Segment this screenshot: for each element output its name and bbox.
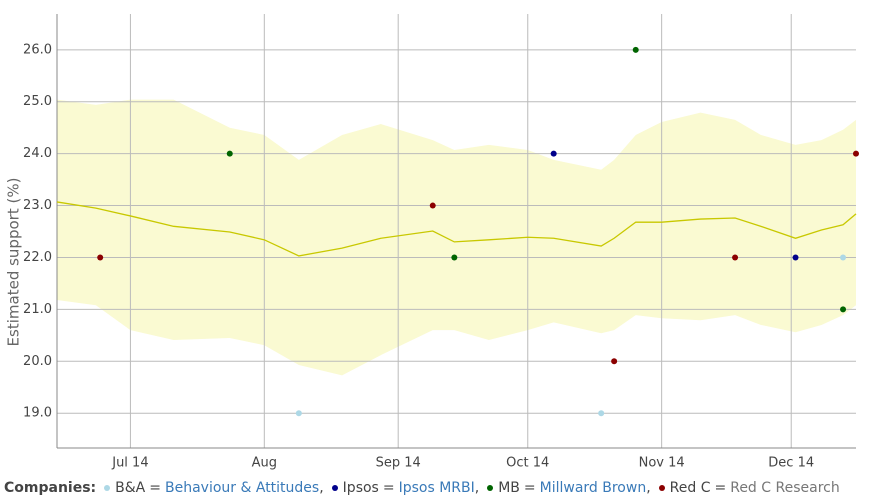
- poll-point: [598, 410, 605, 417]
- poll-point: [295, 410, 302, 417]
- legend-title: Companies:: [4, 480, 97, 496]
- y-tick-label: 22.0: [23, 250, 52, 265]
- legend-swatch: [487, 485, 494, 491]
- legend-abbrev: Ipsos: [342, 480, 379, 496]
- legend: Companies: B&A = Behaviour & Attitudes, Ipso…: [4, 480, 840, 496]
- confidence-band: [57, 99, 856, 376]
- y-tick-label: 26.0: [23, 42, 52, 57]
- legend-separator: =: [523, 480, 536, 496]
- x-tick-label: Nov 14: [639, 456, 685, 471]
- y-axis-label: Estimated support (%): [5, 178, 23, 347]
- legend-delimiter: ,: [474, 480, 480, 496]
- trend-line: [56, 201, 857, 257]
- legend-separator: =: [149, 480, 161, 496]
- x-tick-label: Oct 14: [506, 456, 549, 471]
- poll-point: [840, 306, 847, 313]
- legend-delimiter: ,: [319, 480, 324, 496]
- poll-point: [550, 150, 557, 157]
- poll-point: [732, 254, 739, 261]
- legend-swatch: [658, 485, 665, 491]
- band-layer: [57, 99, 856, 376]
- x-tick-label: Jul 14: [111, 456, 148, 471]
- legend-swatch: [104, 485, 111, 491]
- legend-abbrev: MB: [498, 480, 520, 496]
- legend-link[interactable]: Red C Research: [730, 480, 840, 496]
- y-tick-label: 24.0: [23, 146, 52, 161]
- poll-point: [97, 254, 104, 261]
- legend-separator: =: [714, 480, 727, 496]
- grid-layer: [57, 14, 856, 448]
- poll-point: [611, 358, 618, 365]
- x-tick-label: Dec 14: [768, 456, 814, 471]
- legend-link[interactable]: Ipsos MRBI: [398, 480, 475, 496]
- poll-point: [226, 150, 233, 157]
- x-tick-label: Sep 14: [376, 456, 421, 471]
- poll-point: [840, 254, 847, 261]
- y-tick-label: 19.0: [23, 406, 52, 421]
- y-tick-label: 21.0: [23, 302, 52, 317]
- poll-point: [429, 202, 436, 209]
- poll-point: [853, 150, 859, 157]
- poll-point: [632, 46, 639, 53]
- poll-point: [451, 254, 458, 261]
- y-tick-label: 23.0: [23, 198, 52, 213]
- legend-swatch: [331, 485, 338, 491]
- x-tick-label: Aug: [252, 456, 277, 471]
- poll-point: [792, 254, 799, 261]
- legend-separator: =: [382, 480, 395, 496]
- legend-abbrev: B&A: [115, 480, 146, 496]
- legend-link[interactable]: Millward Brown: [539, 480, 647, 496]
- y-tick-label: 20.0: [23, 354, 52, 369]
- legend-link[interactable]: Behaviour & Attitudes: [165, 480, 320, 496]
- y-tick-label: 25.0: [23, 94, 52, 109]
- legend-delimiter: ,: [646, 480, 651, 496]
- legend-abbrev: Red C: [669, 480, 711, 496]
- chart: Estimated support (%) 19.0 20.0 21.0 22.0 23…: [5, 14, 859, 471]
